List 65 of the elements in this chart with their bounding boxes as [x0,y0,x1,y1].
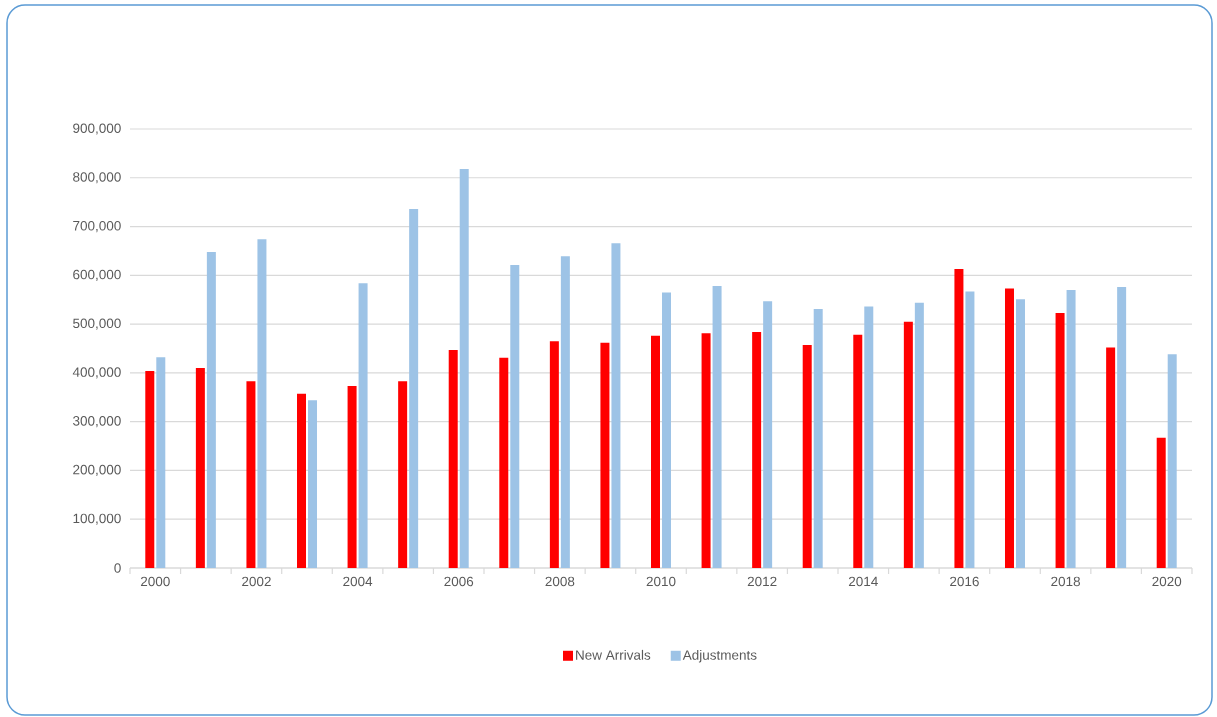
bar [1066,289,1076,568]
bar [1106,347,1116,568]
bar [611,243,621,568]
y-tick-label: 400,000 [72,367,121,379]
y-tick-label: 500,000 [73,318,121,330]
x-tick-label: 2008 [545,576,575,587]
y-tick-label: 800,000 [73,172,121,184]
bar [1117,287,1127,568]
x-tick-label: 2006 [444,576,474,587]
legend-label: New Arrivals [576,649,651,660]
bar [965,291,975,568]
bar [651,335,660,568]
y-tick-label: 200,000 [73,464,121,477]
bar [1004,288,1014,568]
bar [358,283,368,568]
bar [752,331,762,568]
x-tick-label: 2016 [950,576,979,587]
legend-label: Adjustments [682,649,757,663]
x-tick-label: 2002 [242,576,271,587]
bar [802,345,812,568]
y-tick-label: 900,000 [73,123,121,135]
bar [763,301,773,568]
bar [257,239,267,568]
bar [864,306,874,568]
bar [1167,354,1177,568]
x-tick-label: 2010 [646,576,676,587]
y-tick-label: 300,000 [73,416,121,428]
bar [712,286,722,568]
y-tick-label: 600,000 [73,269,121,281]
x-tick-label: 2014 [848,576,878,587]
bar [499,357,509,568]
bar [510,265,520,568]
bar [1055,312,1065,568]
bar [600,342,610,568]
bar [459,168,469,568]
bar [914,302,924,568]
bar [549,341,559,568]
x-tick-label: 2000 [140,576,170,587]
x-tick-label: 2020 [1152,576,1182,587]
bar [853,334,863,568]
y-tick-label: 700,000 [73,220,121,233]
bar [560,256,570,568]
bar [297,393,307,568]
y-tick-label: 0 [114,563,121,573]
bar [701,333,711,568]
bar [398,381,408,568]
bar [448,349,458,568]
x-tick-label: 2012 [747,576,777,587]
bar [195,368,205,568]
bar [903,321,913,568]
bar [156,357,166,568]
bar [1156,437,1166,568]
x-tick-label: 2004 [343,576,373,587]
bar [954,268,964,568]
bar [1015,299,1025,568]
bar [662,292,671,568]
bar [347,386,357,568]
bar [409,208,419,568]
bar [308,400,318,568]
y-tick-label: 100,000 [73,513,121,525]
bar [246,381,256,568]
bar [206,251,216,568]
bar [145,370,155,568]
x-tick-label: 2018 [1051,576,1080,587]
bar [813,308,823,568]
